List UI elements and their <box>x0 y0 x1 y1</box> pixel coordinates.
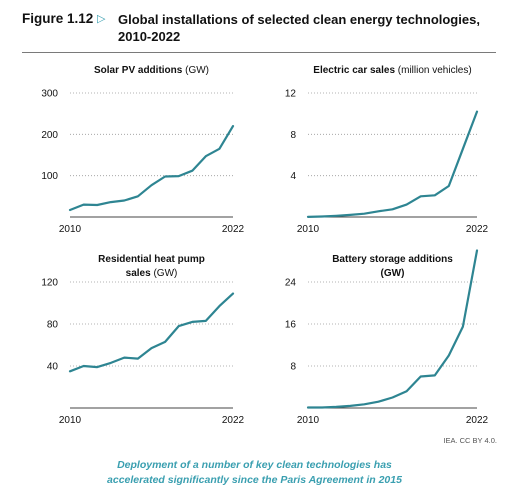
caption-line-2: accelerated significantly since the Pari… <box>107 474 402 486</box>
x-tick-label: 2022 <box>222 415 245 426</box>
y-tick-label: 4 <box>290 171 296 182</box>
figure-label: Figure 1.12 <box>22 11 94 26</box>
chart-title-part: (million vehicles) <box>395 65 472 76</box>
chart-title-part: Solar PV additions <box>94 65 183 76</box>
x-tick-label: 2010 <box>297 224 320 235</box>
chart-title-part: (GW) <box>182 65 209 76</box>
chart-title-part: Electric car sales <box>313 65 395 76</box>
figure-header: Figure 1.12 ▷ Global installations of se… <box>22 10 502 52</box>
chart-panel-4: Battery storage additions (GW) 8 16 24 2010 20… <box>285 249 489 426</box>
x-tick-label: 2022 <box>466 415 489 426</box>
x-tick-label: 2022 <box>222 224 245 235</box>
y-tick-label: 200 <box>41 130 58 141</box>
figure-caption: Deployment of a number of key clean tech… <box>0 458 509 488</box>
series-line <box>306 110 479 218</box>
credit-text: IEA. CC BY 4.0. <box>443 436 497 445</box>
y-tick-label: 8 <box>290 362 296 373</box>
y-tick-label: 40 <box>47 362 59 373</box>
y-tick-label: 12 <box>285 89 297 100</box>
play-arrow-icon: ▷ <box>97 13 106 25</box>
chart-title-line: sales (GW) <box>126 268 178 279</box>
chart-title-line: Solar PV additions (GW) <box>94 65 209 76</box>
x-tick-label: 2010 <box>297 415 320 426</box>
chart-title-line: (GW) <box>381 268 405 279</box>
y-tick-label: 24 <box>285 278 297 289</box>
figure-title-line-1: Global installations of selected clean e… <box>118 12 480 27</box>
figure-title: Global installations of selected clean e… <box>118 11 508 45</box>
chart-title-part: (GW) <box>151 268 178 279</box>
series-line <box>68 124 235 212</box>
y-tick-label: 8 <box>290 130 296 141</box>
chart-title-line: Battery storage additions <box>332 254 453 265</box>
chart-title-line: Electric car sales (million vehicles) <box>313 65 471 76</box>
y-tick-label: 100 <box>41 171 58 182</box>
chart-title-part: sales <box>126 268 151 279</box>
chart-panel-1: Solar PV additions (GW) 100 200 300 2010 2022 <box>41 65 244 235</box>
chart-title-part: Residential heat pump <box>98 254 205 265</box>
series-line <box>68 292 235 373</box>
chart-title-part: (GW) <box>381 268 405 279</box>
chart-panel-2: Electric car sales (million vehicles) 4 8 1… <box>285 65 489 235</box>
chart-panel-3: Residential heat pump sales (GW) 40 80 120 20… <box>41 254 244 426</box>
y-tick-label: 80 <box>47 320 59 331</box>
x-tick-label: 2022 <box>466 224 489 235</box>
charts-grid: Solar PV additions (GW) 100 200 300 2010 2022… <box>41 65 489 426</box>
figure-title-line-2: 2010-2022 <box>118 29 181 44</box>
chart-title-part: Battery storage additions <box>332 254 453 265</box>
y-tick-label: 120 <box>41 278 58 289</box>
chart-title-line: Residential heat pump <box>98 254 205 265</box>
y-tick-label: 16 <box>285 320 297 331</box>
header-divider <box>22 52 496 53</box>
caption-line-1: Deployment of a number of key clean tech… <box>117 459 392 471</box>
x-tick-label: 2010 <box>59 415 82 426</box>
y-tick-label: 300 <box>41 89 58 100</box>
x-tick-label: 2010 <box>59 224 82 235</box>
